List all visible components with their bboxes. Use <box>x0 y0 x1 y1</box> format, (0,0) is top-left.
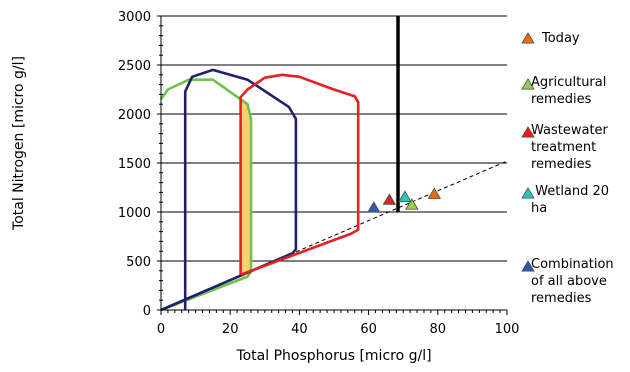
legend-marker-icon <box>521 78 535 90</box>
legend-label: remedies <box>531 92 592 107</box>
legend-marker-icon <box>521 32 535 44</box>
legend-label: Wetland 20 <box>531 184 609 199</box>
y-axis-label: Total Nitrogen [micro g/l] <box>11 56 27 231</box>
x-tick-label: 40 <box>291 322 308 337</box>
y-tick-label: 500 <box>126 255 151 270</box>
curve-green <box>159 78 253 312</box>
legend-item: Combination of all above remedies <box>521 257 614 306</box>
x-tick-label: 20 <box>222 322 239 337</box>
legend-item: Wastewater treatment remedies <box>521 123 609 172</box>
chart-series <box>159 16 508 312</box>
data-point-marker <box>427 187 442 199</box>
curve-red <box>239 73 360 276</box>
data-point-marker <box>405 198 419 210</box>
axes <box>157 15 508 315</box>
y-tick-label: 3000 <box>118 10 151 25</box>
y-tick-label: 1000 <box>118 206 151 221</box>
tick-labels: 0 500 1000 1500 2000 2500 3000 0 20 40 60 80 100 <box>118 10 520 337</box>
x-axis-label: Total Phosphorus [micro g/l] <box>235 348 431 364</box>
legend-label: Today <box>541 31 580 46</box>
legend-marker-icon <box>521 126 535 138</box>
legend-item: Today <box>521 31 580 46</box>
legend-marker-icon <box>521 260 535 272</box>
data-point-marker <box>367 201 381 213</box>
legend-item: Wetland 20 ha <box>521 184 609 216</box>
legend-label: remedies <box>531 291 592 306</box>
grid-lines <box>161 15 507 262</box>
legend-label: treatment <box>531 140 596 155</box>
x-tick-label: 80 <box>430 322 447 337</box>
data-point-marker <box>382 193 397 205</box>
data-point-marker <box>398 190 412 202</box>
y-tick-label: 2000 <box>118 108 151 123</box>
x-tick-label: 100 <box>495 322 520 337</box>
y-tick-label: 0 <box>143 304 151 319</box>
legend-marker-icon <box>521 187 535 199</box>
shaded-region <box>240 99 251 275</box>
curve-navy <box>160 68 298 312</box>
legend-label: Combination <box>531 257 614 272</box>
y-tick-label: 1500 <box>118 157 151 172</box>
legend-item: Agricultural remedies <box>521 75 606 107</box>
legend-label: ha <box>531 201 547 216</box>
legend-label: Agricultural <box>531 75 606 90</box>
legend-label: of all above <box>531 274 607 289</box>
legend-label: Wastewater <box>531 123 609 138</box>
x-tick-label: 0 <box>157 322 165 337</box>
x-tick-label: 60 <box>360 322 377 337</box>
y-tick-label: 2500 <box>118 59 151 74</box>
legend-label: remedies <box>531 157 592 172</box>
legend: Today Agricultural remedies Wastewater treat… <box>521 31 614 306</box>
data-points <box>367 187 442 213</box>
